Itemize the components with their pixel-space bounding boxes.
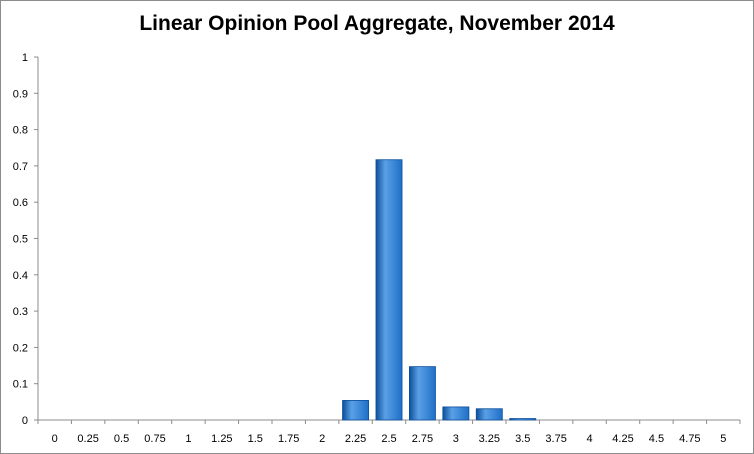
x-tick-labels: 0 0.25 0.5 0.75 1 1.25 1.5 1.75 2 2.25 2.5 2.75 3 3.2… [37, 420, 741, 445]
x-tick-label: 3 [453, 433, 459, 445]
bar [475, 408, 503, 421]
x-tick-label: 2 [319, 433, 325, 445]
x-tick-label: 1 [185, 433, 191, 445]
x-tick-label: 3.75 [545, 433, 566, 445]
y-tick-label: 0.2 [13, 342, 28, 354]
x-tick-label: 4 [587, 433, 593, 445]
bar [408, 366, 436, 421]
chart-title: Linear Opinion Pool Aggregate, November … [139, 12, 615, 35]
y-tick-label: 0.4 [13, 270, 28, 282]
bar [375, 159, 403, 421]
x-tick-label: 1.25 [211, 433, 232, 445]
x-tick-label: 2.25 [345, 433, 366, 445]
y-tick-label: 0.1 [13, 379, 28, 391]
x-tick-label: 0 [52, 433, 58, 445]
y-tick-label: 0 [22, 415, 28, 427]
x-tick-label: 0.25 [77, 433, 98, 445]
y-tick-label: 0.8 [13, 125, 28, 137]
bar [509, 418, 537, 421]
x-tick-label: 5 [720, 433, 726, 445]
x-tick-label: 3.25 [479, 433, 500, 445]
bars [342, 159, 537, 421]
x-tick-label: 1.5 [248, 433, 263, 445]
x-tick-label: 4.5 [649, 433, 664, 445]
y-tick-labels: 0 0.1 0.2 0.3 0.4 0.5 0.6 0.7 0.8 0.9 1 [13, 52, 38, 427]
x-tick-label: 2.75 [412, 433, 433, 445]
bar [342, 399, 370, 421]
x-tick-label: 4.25 [612, 433, 633, 445]
x-tick-label: 0.5 [114, 433, 129, 445]
x-tick-label: 0.75 [144, 433, 165, 445]
x-tick-label: 1.75 [278, 433, 299, 445]
x-tick-label: 4.75 [679, 433, 700, 445]
x-tick-label: 3.5 [515, 433, 530, 445]
x-tick-label: 2.5 [381, 433, 396, 445]
y-tick-label: 0.7 [13, 161, 28, 173]
y-tick-label: 0.9 [13, 88, 28, 100]
y-tick-label: 0.3 [13, 306, 28, 318]
y-tick-label: 1 [22, 52, 28, 64]
y-tick-label: 0.5 [13, 234, 28, 246]
bar [442, 406, 470, 421]
y-tick-label: 0.6 [13, 197, 28, 209]
